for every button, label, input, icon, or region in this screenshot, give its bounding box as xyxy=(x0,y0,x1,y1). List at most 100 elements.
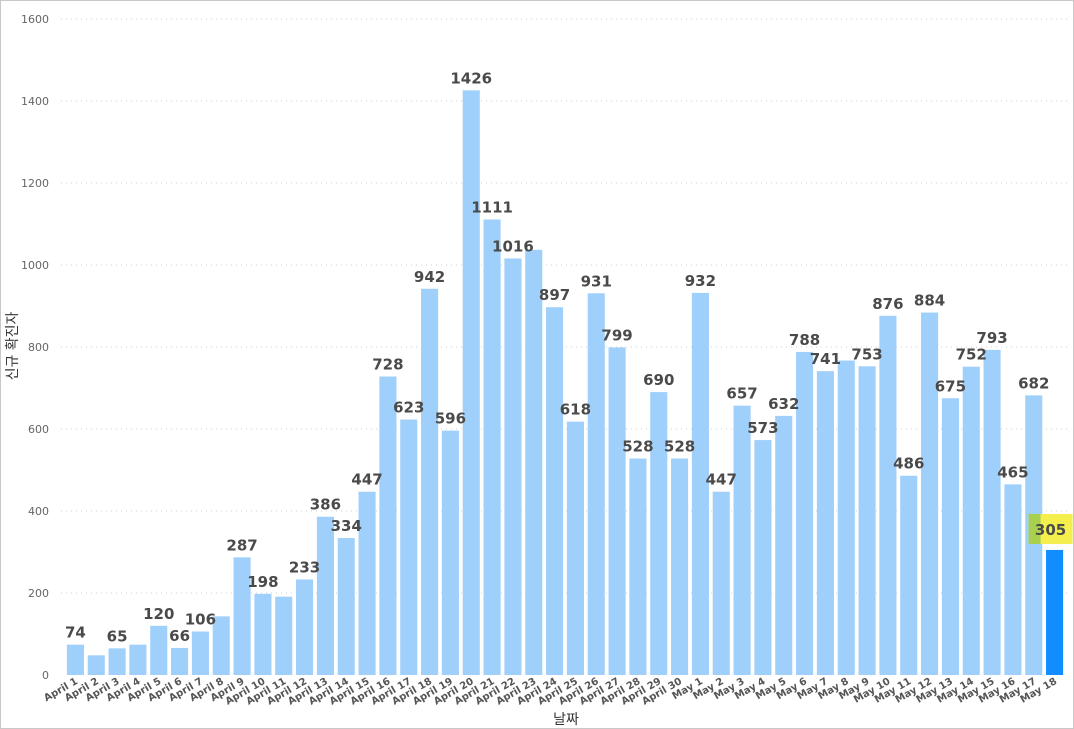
y-tick-label: 200 xyxy=(28,587,49,600)
data-label: 198 xyxy=(247,573,278,591)
bar[interactable] xyxy=(254,593,272,675)
data-label: 334 xyxy=(331,517,362,535)
bar[interactable] xyxy=(879,315,897,675)
data-label: 447 xyxy=(706,471,737,489)
y-axis-label: 신규 확진자 xyxy=(5,311,21,380)
data-label: 657 xyxy=(726,385,757,403)
data-label: 897 xyxy=(539,286,570,304)
data-label: 386 xyxy=(310,496,341,514)
bar[interactable] xyxy=(441,430,459,675)
bar[interactable] xyxy=(650,392,668,675)
bar[interactable] xyxy=(775,415,793,675)
data-label: 486 xyxy=(893,455,924,473)
data-label: 287 xyxy=(226,536,257,554)
bar[interactable] xyxy=(66,644,84,675)
data-label: 596 xyxy=(435,410,466,428)
y-tick-label: 600 xyxy=(28,423,49,436)
data-label: 1111 xyxy=(471,198,513,216)
data-label: 447 xyxy=(351,471,382,489)
data-label: 66 xyxy=(169,627,190,645)
bar[interactable] xyxy=(1046,549,1064,675)
y-tick-label: 800 xyxy=(28,341,49,354)
bar[interactable] xyxy=(733,405,751,675)
data-label: 799 xyxy=(601,326,632,344)
bar[interactable] xyxy=(400,419,418,675)
data-label: 675 xyxy=(935,377,966,395)
bar[interactable] xyxy=(608,347,626,675)
data-label: 884 xyxy=(914,292,945,310)
bar[interactable] xyxy=(504,258,522,675)
bar[interactable] xyxy=(671,458,689,675)
bar[interactable] xyxy=(108,648,126,675)
x-axis-label: 날짜 xyxy=(553,712,579,728)
data-label: 1426 xyxy=(450,69,492,87)
data-label: 233 xyxy=(289,558,320,576)
bar[interactable] xyxy=(171,647,189,675)
data-label-highlight-accent xyxy=(1028,513,1041,544)
data-label: 728 xyxy=(372,356,403,374)
bar[interactable] xyxy=(816,371,834,675)
data-label: 690 xyxy=(643,371,674,389)
bar[interactable] xyxy=(983,349,1001,675)
bars xyxy=(66,90,1064,676)
bar[interactable] xyxy=(566,421,584,675)
bar[interactable] xyxy=(900,475,918,675)
bar[interactable] xyxy=(87,655,105,675)
y-tick-label: 0 xyxy=(42,669,49,682)
data-label: 931 xyxy=(581,272,612,290)
bar[interactable] xyxy=(796,351,814,675)
bar[interactable] xyxy=(1004,484,1022,675)
data-label: 528 xyxy=(622,438,653,456)
data-label: 120 xyxy=(143,605,174,623)
bar[interactable] xyxy=(275,596,293,675)
bar[interactable] xyxy=(191,631,209,675)
bar[interactable] xyxy=(233,557,251,675)
data-label: 74 xyxy=(65,624,86,642)
data-label: 741 xyxy=(810,350,841,368)
y-tick-label: 1000 xyxy=(21,259,49,272)
data-label: 65 xyxy=(107,627,128,645)
bar[interactable] xyxy=(337,538,355,675)
bar[interactable] xyxy=(525,249,543,675)
bar[interactable] xyxy=(462,90,480,676)
bar[interactable] xyxy=(358,491,376,675)
bar[interactable] xyxy=(483,219,501,676)
bar[interactable] xyxy=(129,644,147,675)
data-label: 793 xyxy=(976,329,1007,347)
data-label: 752 xyxy=(956,346,987,364)
bar[interactable] xyxy=(316,516,334,675)
bar[interactable] xyxy=(921,312,939,675)
bar[interactable] xyxy=(296,579,314,675)
data-label: 932 xyxy=(685,272,716,290)
bar[interactable] xyxy=(212,616,230,675)
bar[interactable] xyxy=(379,376,397,675)
bar[interactable] xyxy=(837,360,855,675)
data-label: 942 xyxy=(414,268,445,286)
bar[interactable] xyxy=(150,625,168,675)
bar[interactable] xyxy=(546,307,564,675)
y-tick-label: 1400 xyxy=(21,95,49,108)
bar[interactable] xyxy=(941,398,959,675)
data-label: 876 xyxy=(872,295,903,313)
y-tick-label: 1200 xyxy=(21,177,49,190)
bar[interactable] xyxy=(691,292,709,675)
data-label: 632 xyxy=(768,395,799,413)
bar[interactable] xyxy=(712,491,730,675)
y-axis-ticks: 0 200 400 600 800 1000 1200 1400 1600 xyxy=(21,13,49,682)
data-label: 528 xyxy=(664,438,695,456)
bar[interactable] xyxy=(421,288,439,675)
bar[interactable] xyxy=(629,458,647,675)
data-label: 623 xyxy=(393,399,424,417)
bar[interactable] xyxy=(858,366,876,675)
data-label: 305 xyxy=(1035,521,1066,539)
y-tick-label: 400 xyxy=(28,505,49,518)
data-label: 618 xyxy=(560,401,591,419)
bar[interactable] xyxy=(962,366,980,675)
bar[interactable] xyxy=(587,293,605,675)
bar[interactable] xyxy=(754,440,772,675)
data-label: 682 xyxy=(1018,374,1049,392)
data-label: 465 xyxy=(997,463,1028,481)
